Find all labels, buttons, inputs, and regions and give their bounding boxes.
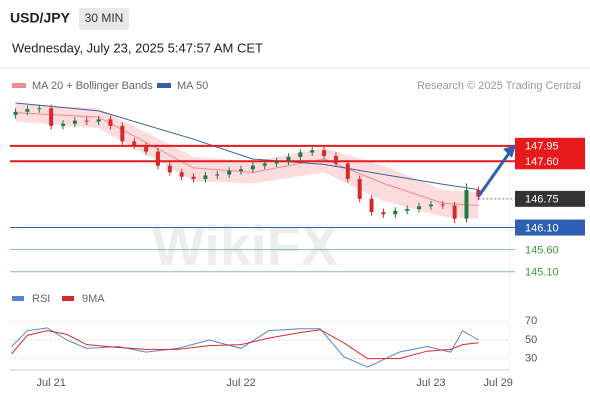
candle-body <box>357 178 362 199</box>
candle-body <box>298 152 303 157</box>
candle-body <box>381 212 386 215</box>
ma-line <box>15 112 479 206</box>
level-label: 145.60 <box>525 245 559 257</box>
y-tick-label: 70 <box>525 315 537 327</box>
projection-arrow <box>477 150 512 198</box>
x-tick-label: Jul 22 <box>226 377 255 389</box>
candle-body <box>203 175 208 179</box>
timeframe-box <box>79 8 129 30</box>
candle-body <box>25 109 30 112</box>
candle-body <box>72 120 77 124</box>
legend-label: MA 50 <box>177 80 208 92</box>
candle-body <box>96 119 101 122</box>
candle-body <box>155 151 160 166</box>
y-tick-label: 50 <box>525 334 537 346</box>
candle-body <box>167 165 172 173</box>
candle-body <box>239 169 244 171</box>
candle-body <box>144 145 149 152</box>
candle-body <box>428 204 433 207</box>
candle-body <box>250 165 255 170</box>
candle-body <box>345 163 350 179</box>
candle-body <box>464 190 469 219</box>
candle-body <box>61 123 66 126</box>
candle-body <box>452 205 457 219</box>
timeframe: 30 MIN <box>85 11 124 25</box>
candle-body <box>333 155 338 164</box>
indicator-line <box>11 327 479 368</box>
level-box <box>515 153 585 170</box>
candle-body <box>405 209 410 211</box>
level-label: 147.60 <box>525 156 559 168</box>
level-label: 147.95 <box>525 141 559 153</box>
candle-body <box>13 111 18 115</box>
candle-body <box>417 206 422 209</box>
candle-body <box>84 120 89 122</box>
symbol: USD/JPY <box>10 10 71 26</box>
datetime: Wednesday, July 23, 2025 5:47:57 AM CET <box>12 40 263 55</box>
arrow-head <box>503 144 516 158</box>
legend-swatch <box>62 296 74 301</box>
candle-body <box>262 163 267 166</box>
level-box <box>515 137 585 154</box>
legend-swatch <box>157 83 171 88</box>
watermark: WikiFX <box>152 214 338 277</box>
legend-label: 9MA <box>82 293 105 305</box>
candle-body <box>274 161 279 164</box>
candle-body <box>179 172 184 177</box>
candle-body <box>227 171 232 175</box>
candle-body <box>310 150 315 153</box>
level-label: 146.75 <box>525 194 559 206</box>
x-tick-label: Jul 23 <box>416 377 445 389</box>
candle-body <box>393 210 398 215</box>
x-tick-label: Jul 21 <box>36 377 65 389</box>
y-tick-label: 30 <box>525 353 537 365</box>
candle-body <box>322 150 327 156</box>
level-label: 146.10 <box>525 222 559 234</box>
candle-body <box>476 190 481 197</box>
candle-body <box>215 174 220 176</box>
indicator-line <box>11 329 479 360</box>
candle-body <box>49 108 54 126</box>
legend-label: RSI <box>32 293 50 305</box>
candle-body <box>132 141 137 146</box>
candle-body <box>120 125 125 142</box>
level-box <box>515 190 585 207</box>
level-label: 145.10 <box>525 267 559 279</box>
candle-body <box>440 204 445 206</box>
candle-body <box>37 108 42 110</box>
candle-body <box>108 119 113 126</box>
copyright: Research © 2025 Trading Central <box>417 80 581 92</box>
legend-swatch <box>12 296 24 301</box>
candle-body <box>191 176 196 179</box>
x-tick-label: Jul 29 <box>483 377 512 389</box>
level-box <box>515 219 585 236</box>
legend-swatch <box>12 83 26 88</box>
candle-body <box>286 156 291 162</box>
candle-body <box>369 198 374 213</box>
legend-label: MA 20 + Bollinger Bands <box>32 80 153 92</box>
